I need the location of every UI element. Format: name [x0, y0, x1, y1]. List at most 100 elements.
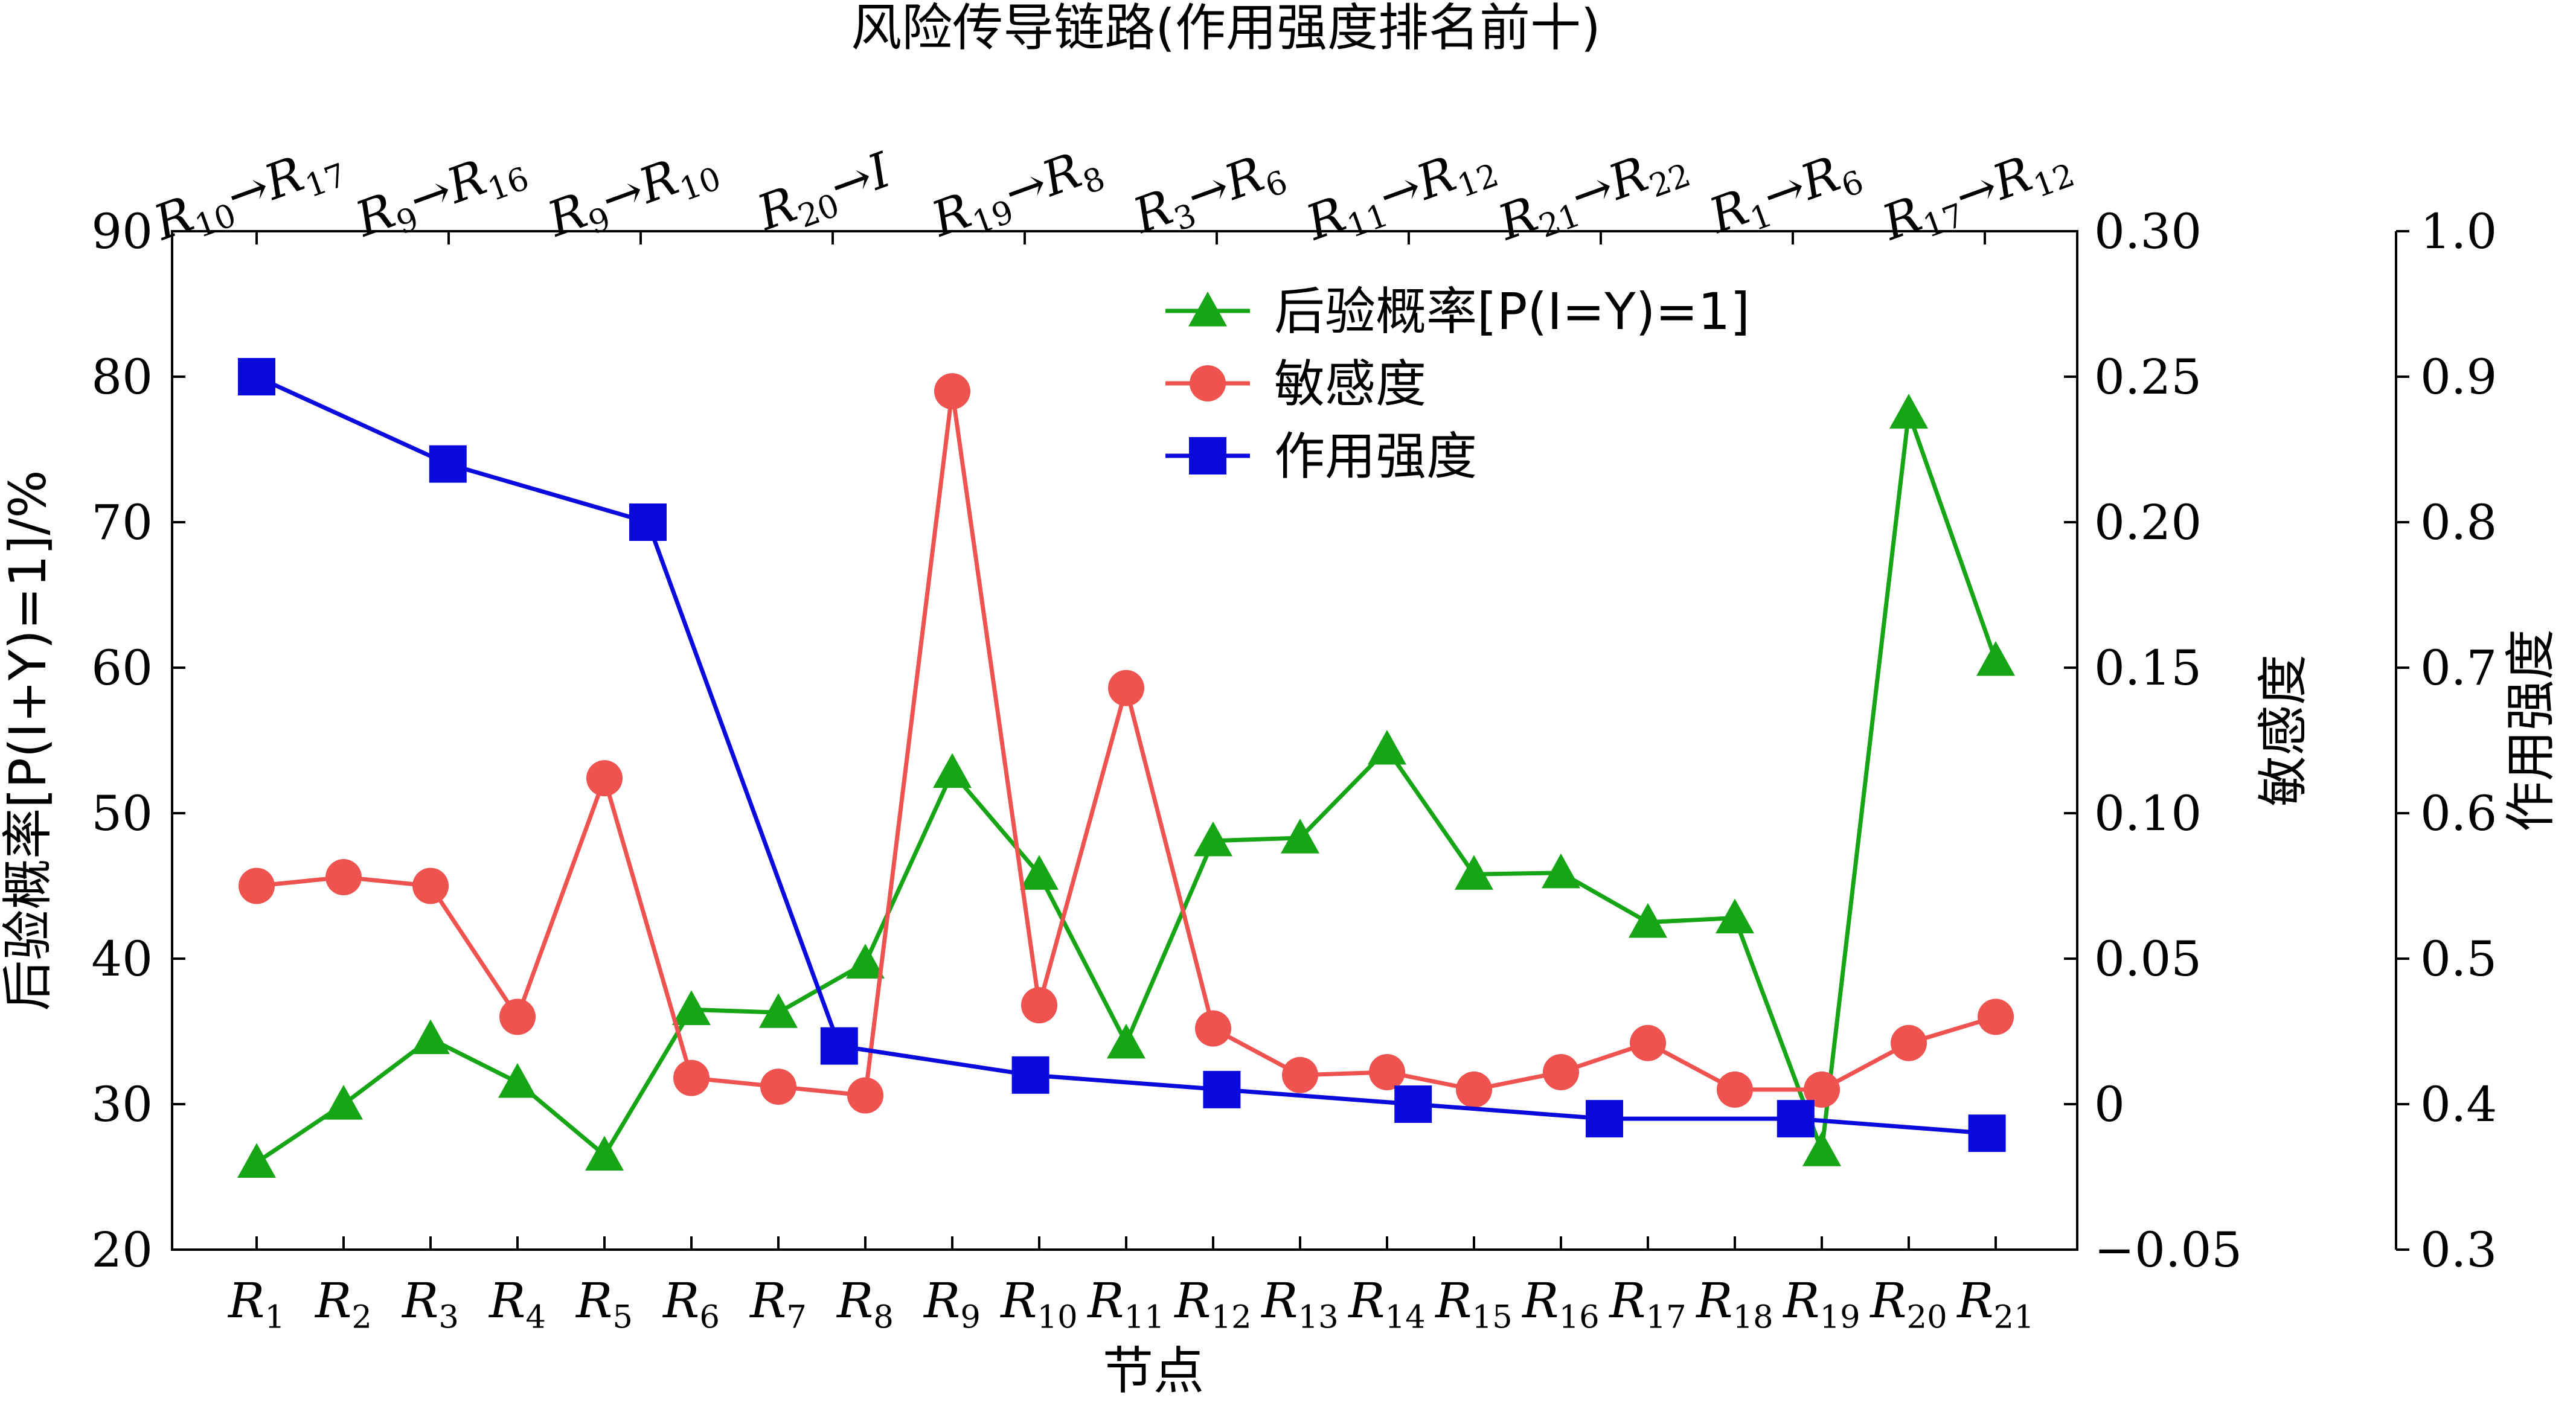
- data-point: [1542, 853, 1580, 889]
- mid-axis-title: 敏感度: [2254, 654, 2313, 807]
- right-tick-label: 0.3: [2420, 1222, 2497, 1278]
- data-point: [1369, 1053, 1405, 1090]
- mid-tick-label: 0.20: [2094, 494, 2202, 551]
- data-point: [933, 753, 972, 788]
- data-point: [585, 1136, 624, 1171]
- data-point: [1891, 1024, 1927, 1061]
- series-line: [256, 391, 1997, 1098]
- x-tick-label: R15​: [1434, 1273, 1512, 1336]
- legend-label: 作用强度: [1274, 427, 1477, 486]
- left-axis-title: 后验概率[P(I+Y)=1]/%: [0, 470, 57, 1011]
- mid-tick-label: 0.15: [2094, 640, 2202, 696]
- series-layer: [237, 358, 2015, 1178]
- series-circle: [239, 373, 2014, 1114]
- data-point: [1021, 987, 1057, 1024]
- top-tick-label: R21​→R22​: [1490, 132, 1696, 258]
- data-point: [673, 1059, 710, 1096]
- top-tick-label: R9​→R16​: [347, 135, 534, 255]
- mid-tick-label: 0.10: [2094, 785, 2202, 842]
- x-tick-label: R7​: [749, 1273, 807, 1336]
- data-point: [498, 1062, 537, 1098]
- mid-tick-label: 0.05: [2094, 931, 2202, 987]
- right-tick-label: 0.9: [2420, 349, 2497, 405]
- left-tick-label: 20: [91, 1222, 153, 1278]
- data-point: [820, 1027, 858, 1065]
- data-point: [412, 868, 449, 904]
- data-point: [1804, 1071, 1840, 1108]
- mid-tick-label: 0.25: [2094, 349, 2202, 405]
- left-tick-label: 70: [91, 494, 153, 551]
- right-tick-label: 0.6: [2420, 785, 2497, 842]
- series-triangle: [237, 394, 2015, 1178]
- top-tick-label: R1​→R6​: [1701, 139, 1868, 251]
- plot-frame: [171, 230, 2078, 1251]
- x-tick-label: R14​: [1347, 1273, 1425, 1336]
- right-tick-label: 0.7: [2420, 640, 2497, 696]
- data-point: [1394, 1085, 1432, 1123]
- data-point: [237, 1143, 276, 1178]
- mid-tick-label: 0.30: [2094, 203, 2202, 260]
- data-point: [1716, 898, 1754, 934]
- data-point: [1456, 1071, 1492, 1108]
- data-point: [1107, 1023, 1145, 1059]
- right-tick-label: 0.4: [2420, 1076, 2497, 1133]
- data-point: [846, 944, 885, 979]
- data-point: [324, 1085, 363, 1120]
- left-tick-label: 50: [91, 785, 153, 842]
- legend-marker: [1189, 437, 1226, 475]
- legend-label: 后验概率[P(I=Y)=1]: [1274, 282, 1750, 341]
- data-point: [1802, 1131, 1841, 1166]
- x-tick-label: R19​: [1782, 1273, 1860, 1336]
- x-tick-label: R11​: [1086, 1273, 1164, 1336]
- data-point: [499, 999, 536, 1035]
- data-point: [238, 358, 275, 395]
- mid-tick-label: −0.05: [2094, 1222, 2242, 1278]
- top-tick-label: R17​→R12​: [1874, 132, 2080, 258]
- x-tick-label: R2​: [314, 1273, 372, 1336]
- data-point: [411, 1019, 450, 1055]
- x-axis-label: 节点: [1103, 1341, 1204, 1401]
- data-point: [429, 445, 467, 483]
- data-point: [1777, 1100, 1815, 1138]
- right-tick-label: 1.0: [2420, 203, 2497, 260]
- x-tick-label: R3​: [401, 1273, 459, 1336]
- data-point: [1976, 641, 2015, 676]
- left-tick-label: 60: [91, 640, 153, 696]
- x-tick-label: R16​: [1521, 1273, 1599, 1336]
- data-point: [934, 373, 970, 410]
- data-point: [1629, 903, 1667, 938]
- data-point: [586, 760, 623, 797]
- legend-marker: [1188, 292, 1227, 327]
- x-tick-label: R9​: [923, 1273, 981, 1336]
- series-line: [255, 374, 1987, 1136]
- data-point: [1281, 818, 1319, 854]
- x-tick-label: R6​: [662, 1273, 720, 1336]
- series-square: [238, 358, 2006, 1152]
- data-point: [325, 859, 362, 896]
- data-point: [1455, 855, 1493, 890]
- data-point: [1978, 999, 2014, 1035]
- data-point: [847, 1077, 883, 1114]
- right-tick-label: 0.8: [2420, 494, 2497, 551]
- mid-tick-label: 0: [2094, 1076, 2125, 1133]
- data-point: [1630, 1024, 1666, 1061]
- legend-marker: [1190, 365, 1226, 401]
- data-point: [239, 868, 275, 904]
- x-tick-label: R21​: [1956, 1273, 2034, 1336]
- x-tick-label: R20​: [1869, 1273, 1947, 1336]
- x-tick-label: R12​: [1173, 1273, 1251, 1336]
- x-tick-label: R17​: [1608, 1273, 1686, 1336]
- x-tick-label: R8​: [836, 1273, 894, 1336]
- data-point: [759, 993, 798, 1028]
- left-tick-label: 90: [91, 203, 153, 260]
- x-tick-label: R18​: [1695, 1273, 1773, 1336]
- data-point: [1968, 1114, 2006, 1152]
- data-point: [1108, 669, 1144, 706]
- x-tick-label: R5​: [575, 1273, 633, 1336]
- top-tick-label: R9​→R10​: [539, 135, 726, 255]
- right-axis-title: 作用强度: [2501, 629, 2560, 832]
- data-point: [760, 1069, 796, 1105]
- top-tick-label: R3​→R6​: [1125, 139, 1292, 251]
